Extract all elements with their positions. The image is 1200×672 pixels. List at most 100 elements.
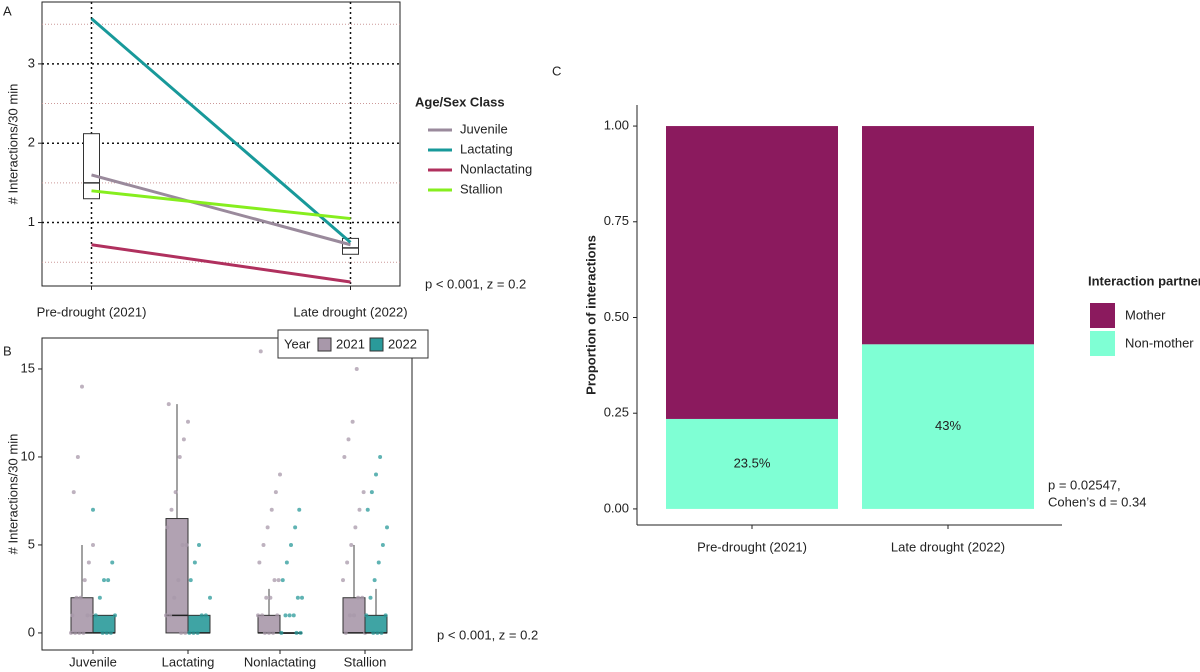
data-point — [345, 560, 350, 565]
data-point — [261, 542, 266, 547]
data-point — [183, 630, 188, 635]
data-point — [195, 630, 200, 635]
data-point — [291, 613, 296, 618]
data-point — [181, 437, 186, 442]
data-point — [360, 595, 365, 600]
data-point — [187, 630, 192, 635]
y-tick-label: 3 — [28, 55, 35, 70]
data-point — [74, 595, 79, 600]
data-point — [341, 578, 345, 583]
data-point — [357, 507, 362, 512]
data-point — [347, 613, 352, 618]
data-point — [168, 613, 173, 618]
data-point — [256, 613, 260, 618]
data-point — [69, 630, 73, 635]
data-point — [75, 454, 80, 459]
data-point — [356, 595, 361, 600]
y-axis-label: Proportion of interactions — [583, 235, 598, 395]
data-point — [297, 507, 302, 512]
plot-frame — [41, 1, 401, 287]
y-tick-label: 2 — [28, 135, 35, 150]
data-point — [71, 490, 76, 495]
box — [83, 133, 100, 200]
data-point — [271, 630, 276, 635]
annotation: p = 0.02547, — [1048, 477, 1121, 492]
annotation: p < 0.001, z = 0.2 — [425, 276, 526, 291]
series-line — [90, 17, 352, 244]
data-point — [97, 595, 102, 600]
data-point — [91, 542, 95, 547]
data-point — [110, 560, 115, 565]
data-point — [197, 542, 201, 547]
panel-label: A — [3, 3, 12, 18]
legend-label: Juvenile — [460, 121, 508, 136]
data-point — [350, 419, 355, 424]
data-point — [176, 578, 181, 583]
data-point — [264, 595, 269, 600]
panel-label: B — [3, 343, 12, 358]
data-point — [258, 349, 263, 354]
data-point — [380, 542, 385, 547]
legend-label: Non-mother — [1125, 335, 1194, 350]
legend-key — [317, 337, 332, 352]
data-point — [287, 613, 292, 618]
data-point — [177, 454, 182, 459]
box — [92, 614, 116, 634]
data-point — [77, 630, 82, 635]
data-point — [279, 630, 284, 635]
series-line — [91, 189, 351, 221]
data-point — [203, 613, 208, 618]
data-point — [188, 578, 193, 583]
data-point — [280, 578, 285, 583]
data-point — [272, 578, 277, 583]
data-point — [85, 613, 90, 618]
data-point — [365, 507, 370, 512]
data-point — [289, 542, 293, 547]
panel-label: C — [552, 63, 561, 78]
data-point — [371, 630, 376, 635]
data-point — [81, 630, 86, 635]
legend-label: Nonlactating — [460, 161, 532, 176]
legend-label: Mother — [1125, 307, 1166, 322]
legend-title: Year — [284, 336, 311, 351]
data-point — [260, 613, 265, 618]
legend-label: 2022 — [388, 336, 417, 351]
data-point — [374, 472, 378, 477]
data-point — [342, 454, 347, 459]
y-axis-label: # Interactions/30 min — [5, 434, 20, 555]
data-point — [257, 560, 262, 565]
data-point — [379, 630, 384, 635]
data-point — [180, 542, 185, 547]
data-point — [300, 595, 304, 600]
data-point — [199, 613, 204, 618]
data-point — [352, 613, 356, 618]
data-point — [294, 630, 299, 635]
x-tick-label: Pre-drought (2021) — [697, 539, 807, 554]
box — [165, 518, 189, 634]
data-point — [100, 630, 105, 635]
legend-box — [277, 329, 429, 359]
data-point — [172, 595, 177, 600]
x-tick-label: Lactating — [162, 654, 215, 669]
data-point — [353, 525, 358, 530]
data-point — [173, 490, 178, 495]
data-point — [113, 613, 117, 618]
bar-segment — [666, 418, 838, 509]
data-point — [378, 454, 383, 459]
annotation: p < 0.001, z = 0.2 — [437, 627, 538, 642]
data-point — [376, 560, 381, 565]
bar-segment — [862, 126, 1034, 345]
legend-key — [1090, 303, 1115, 328]
data-point — [102, 578, 106, 583]
y-tick-label: 10 — [21, 448, 35, 463]
box — [257, 614, 281, 634]
data-point — [186, 419, 190, 424]
series-line — [91, 243, 351, 284]
y-tick-label: 1.00 — [604, 117, 629, 132]
data-point — [298, 630, 303, 635]
x-tick-label: Pre-drought (2021) — [37, 304, 147, 319]
data-point — [383, 613, 388, 618]
data-point — [273, 490, 278, 495]
legend-key — [1090, 331, 1115, 356]
x-tick-label: Stallion — [344, 654, 387, 669]
